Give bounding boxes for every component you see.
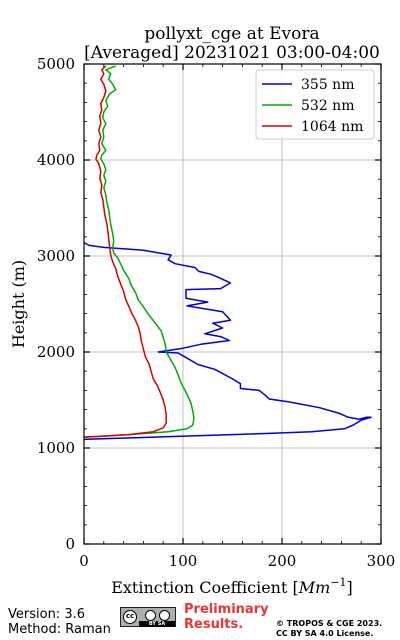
cc-license-badge: cc BY SA	[120, 607, 176, 627]
legend-label: 1064 nm	[301, 119, 363, 135]
license-badge-text: BY SA	[139, 621, 175, 627]
series-line-532-nm	[83, 65, 195, 439]
chart-subtitle: [Averaged] 20231021 03:00-04:00	[84, 43, 380, 63]
y-tick-label: 1000	[37, 439, 75, 457]
copyright-notice: © TROPOS & CGE 2023. CC BY SA 4.0 Licens…	[276, 619, 382, 639]
legend: 355 nm 532 nm 1064 nm	[255, 69, 375, 140]
legend-label: 532 nm	[301, 98, 354, 114]
y-axis-label: Height (m)	[9, 260, 28, 348]
series-lines	[83, 65, 372, 441]
preliminary-line-2: Results.	[184, 617, 244, 632]
series-line-355-nm	[83, 241, 372, 441]
plot-frame	[83, 63, 382, 545]
chart-title: pollyxt_cge at Evora	[144, 24, 319, 44]
copyright-line-2: CC BY SA 4.0 License.	[276, 629, 374, 638]
copyright-line-1: © TROPOS & CGE 2023.	[276, 619, 383, 628]
x-tick-label: 200	[268, 552, 297, 570]
cc-icon: cc	[123, 610, 137, 624]
sa-icon	[159, 610, 170, 621]
method-text: Method: Raman	[8, 622, 111, 637]
preliminary-line-1: Preliminary	[184, 602, 269, 617]
legend-box	[255, 69, 375, 140]
version-text: Version: 3.6	[8, 607, 85, 622]
y-tick-label: 3000	[37, 247, 75, 265]
x-tick-label: 0	[79, 552, 89, 570]
y-tick-label: 0	[65, 535, 75, 553]
x-tick-label: 300	[367, 552, 396, 570]
by-icon	[145, 610, 156, 621]
series-line-1064-nm	[83, 65, 167, 438]
y-tick-label: 4000	[37, 151, 75, 169]
legend-label: 355 nm	[301, 77, 354, 93]
preliminary-label: Preliminary Results.	[184, 602, 269, 632]
x-tick-label: 100	[169, 552, 198, 570]
y-tick-label: 5000	[37, 55, 75, 73]
y-tick-label: 2000	[37, 343, 75, 361]
x-axis-label: Extinction Coefficient [Mm−1]	[111, 576, 353, 597]
